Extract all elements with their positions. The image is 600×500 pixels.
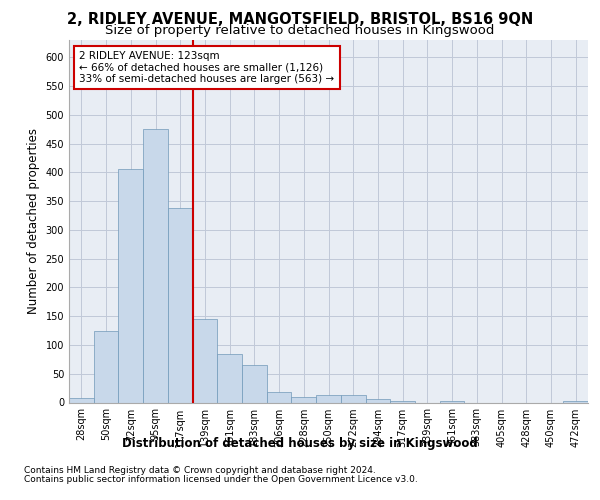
Bar (143, 129, 168, 402)
Text: 2, RIDLEY AVENUE, MANGOTSFIELD, BRISTOL, BS16 9QN: 2, RIDLEY AVENUE, MANGOTSFIELD, BRISTOL,… (67, 12, 533, 28)
Bar (69, 398, 94, 402)
Y-axis label: Number of detached properties: Number of detached properties (27, 128, 40, 314)
Bar (440, 401, 464, 402)
Bar (365, 399, 390, 402)
Text: Distribution of detached houses by size in Kingswood: Distribution of detached houses by size … (122, 438, 478, 450)
Bar (341, 395, 365, 402)
Text: Size of property relative to detached houses in Kingswood: Size of property relative to detached ho… (106, 24, 494, 37)
Text: Contains HM Land Registry data © Crown copyright and database right 2024.: Contains HM Land Registry data © Crown c… (24, 466, 376, 475)
Bar (292, 396, 316, 402)
Bar (118, 170, 143, 402)
Bar (563, 401, 588, 402)
Bar (267, 392, 292, 402)
Bar (316, 395, 341, 402)
Bar (193, 319, 217, 402)
Text: 2 RIDLEY AVENUE: 123sqm
← 66% of detached houses are smaller (1,126)
33% of semi: 2 RIDLEY AVENUE: 123sqm ← 66% of detache… (79, 51, 335, 84)
Bar (242, 365, 267, 403)
Text: Contains public sector information licensed under the Open Government Licence v3: Contains public sector information licen… (24, 475, 418, 484)
Bar (94, 330, 118, 402)
Bar (168, 208, 193, 402)
Bar (217, 354, 242, 403)
